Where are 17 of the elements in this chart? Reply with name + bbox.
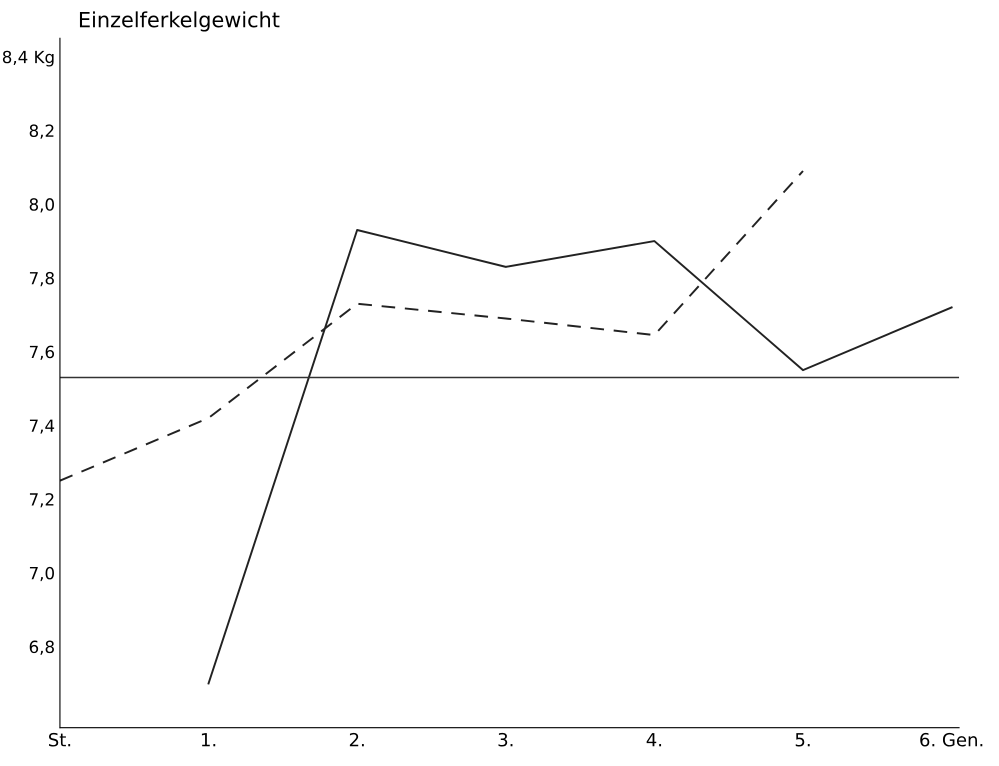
y-tick-label: 6,8 [30, 640, 54, 655]
chart-title: Einzelferkelgewicht [80, 11, 280, 32]
y-tick-label: 7,0 [30, 566, 54, 582]
y-tick-label: 8,0 [30, 198, 54, 212]
x-tick-label: 2. [350, 732, 364, 746]
y-tick-label: 7,6 [30, 346, 54, 360]
x-tick-label: 1. [202, 733, 216, 746]
x-tick-label: St. [48, 732, 70, 747]
y-tick-label: 8,4 Kg [2, 50, 54, 67]
y-tick-label: 7,8 [30, 272, 54, 286]
y-tick-label: 7,4 [30, 420, 54, 434]
y-tick-label: 8,2 [30, 124, 54, 139]
y-tick-label: 7,2 [30, 493, 54, 508]
x-tick-label: 6. Gen. [920, 732, 982, 747]
x-tick-label: 3. [498, 732, 512, 747]
x-tick-label: 4. [646, 733, 662, 746]
x-tick-label: 5. [796, 733, 810, 747]
